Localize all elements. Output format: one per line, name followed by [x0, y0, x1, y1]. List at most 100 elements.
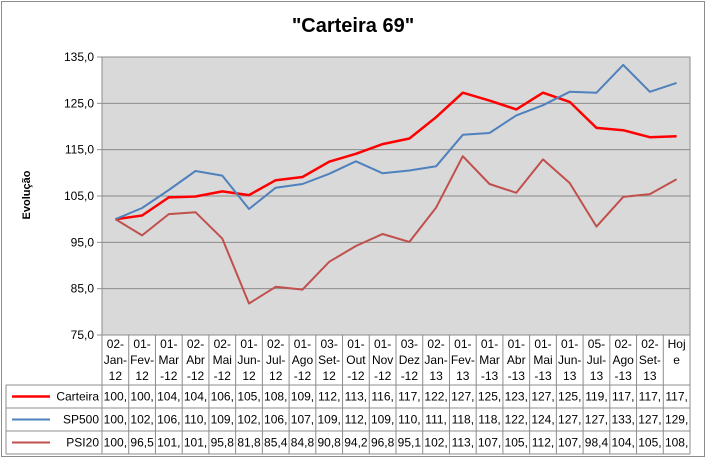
category-label: Fev- — [130, 353, 154, 367]
table-cell: 127, — [531, 390, 554, 404]
y-tick-label: 125,0 — [64, 96, 94, 110]
table-cell: 122, — [424, 390, 447, 404]
table-cell: 106, — [211, 390, 234, 404]
table-cell: 127, — [451, 390, 474, 404]
data-table: 02- Jan- 12 01- Fev- 12 01- Mar -12 02- Abr -12 02- M… — [5, 335, 691, 455]
table-cell: 107, — [558, 436, 581, 450]
category-label: -12 — [294, 369, 312, 383]
legend-label: Carteira — [56, 390, 99, 404]
table-cell: 127, — [558, 413, 581, 427]
table-cell: 108, — [264, 390, 287, 404]
category-label: 05- — [588, 337, 605, 351]
table-cell: 109, — [371, 413, 394, 427]
category-label: Dez — [399, 353, 420, 367]
category-label: 03- — [401, 337, 418, 351]
table-cell: 105, — [505, 436, 528, 450]
table-cell: 129, — [665, 413, 688, 427]
table-cell: 119, — [585, 390, 607, 404]
category-label: Ago — [613, 353, 635, 367]
table-cell: 125, — [478, 390, 501, 404]
table-cell: 113, — [452, 436, 474, 450]
table-cell: 101, — [184, 436, 207, 450]
table-cell: 104, — [612, 436, 635, 450]
table-cell: 98,4 — [585, 436, 609, 450]
table-cell: 117, — [612, 390, 634, 404]
category-label: 13 — [563, 369, 577, 383]
table-cell: 117, — [639, 390, 661, 404]
category-label: Fev- — [451, 353, 475, 367]
category-label: Ago — [292, 353, 314, 367]
category-label: 02- — [641, 337, 658, 351]
table-cell: 107, — [478, 436, 501, 450]
category-label: 03- — [321, 337, 338, 351]
y-tick-label: 105,0 — [64, 189, 94, 203]
table-cell: 108, — [665, 436, 688, 450]
table-cell: 106, — [157, 413, 180, 427]
category-label: 02- — [427, 337, 444, 351]
table-cell: 95,8 — [211, 436, 235, 450]
category-label: Abr — [507, 353, 526, 367]
table-cell: 123, — [505, 390, 528, 404]
y-tick-label: 95,0 — [71, 235, 95, 249]
y-tick-label: 115,0 — [65, 143, 94, 157]
category-label: 01- — [534, 337, 551, 351]
table-cell: 112, — [318, 390, 340, 404]
table-cell: 94,2 — [344, 436, 368, 450]
category-label: Mai — [533, 353, 552, 367]
category-label: 13 — [590, 369, 604, 383]
table-cell: 118, — [452, 413, 474, 427]
table-cell: 100, — [104, 390, 127, 404]
category-label: -12 — [187, 369, 205, 383]
category-label: 12 — [242, 369, 256, 383]
table-cell: 125, — [558, 390, 581, 404]
table-cell: 102, — [237, 413, 260, 427]
category-label: 01- — [347, 337, 364, 351]
category-label: Jul- — [266, 353, 285, 367]
category-label: 12 — [323, 369, 337, 383]
table-cell: 112, — [532, 436, 554, 450]
category-label: Mai — [213, 353, 232, 367]
table-cell: 106, — [264, 413, 287, 427]
category-label: 02- — [615, 337, 632, 351]
table-cell: 118, — [478, 413, 500, 427]
table-cell: 105, — [237, 390, 260, 404]
y-axis-ticks: 135,0 125,0 115,0 105,0 95,0 85,0 75,0 — [64, 50, 102, 342]
category-label: -12 — [374, 369, 392, 383]
y-axis-label: Evolução — [21, 170, 33, 219]
category-label: Jun- — [558, 353, 581, 367]
y-tick-label: 75,0 — [71, 328, 95, 342]
category-label: e — [673, 353, 680, 367]
category-label: Mar — [479, 353, 500, 367]
category-label: 12 — [109, 369, 123, 383]
category-label: -12 — [347, 369, 365, 383]
table-cell: 109, — [318, 413, 341, 427]
series-lines — [114, 63, 678, 305]
category-label: -12 — [214, 369, 232, 383]
category-label: Set- — [639, 353, 661, 367]
table-cell: 133, — [612, 413, 635, 427]
table-cell: 117, — [398, 390, 420, 404]
table-cell: 122, — [505, 413, 528, 427]
category-label: 13 — [429, 369, 443, 383]
legend-label: PSI20 — [66, 436, 99, 450]
category-label: 01- — [160, 337, 177, 351]
category-label: Jun- — [237, 353, 260, 367]
table-cell: 104, — [184, 390, 207, 404]
category-label: 01- — [240, 337, 257, 351]
table-cell: 100, — [130, 390, 153, 404]
category-label: 01- — [374, 337, 391, 351]
category-label: 12 — [135, 369, 149, 383]
legend-label: SP500 — [63, 413, 99, 427]
table-cell: 104, — [157, 390, 180, 404]
category-label: 01- — [133, 337, 150, 351]
table-cell: 100, — [104, 436, 127, 450]
category-label: 13 — [643, 369, 657, 383]
table-cell: 102, — [130, 413, 153, 427]
table-cell: 110, — [184, 413, 206, 427]
table-cell: 84,8 — [291, 436, 315, 450]
table-cell: 127, — [585, 413, 608, 427]
table-cell: 95,1 — [398, 436, 422, 450]
category-label: 01- — [508, 337, 525, 351]
category-label: 02- — [187, 337, 204, 351]
